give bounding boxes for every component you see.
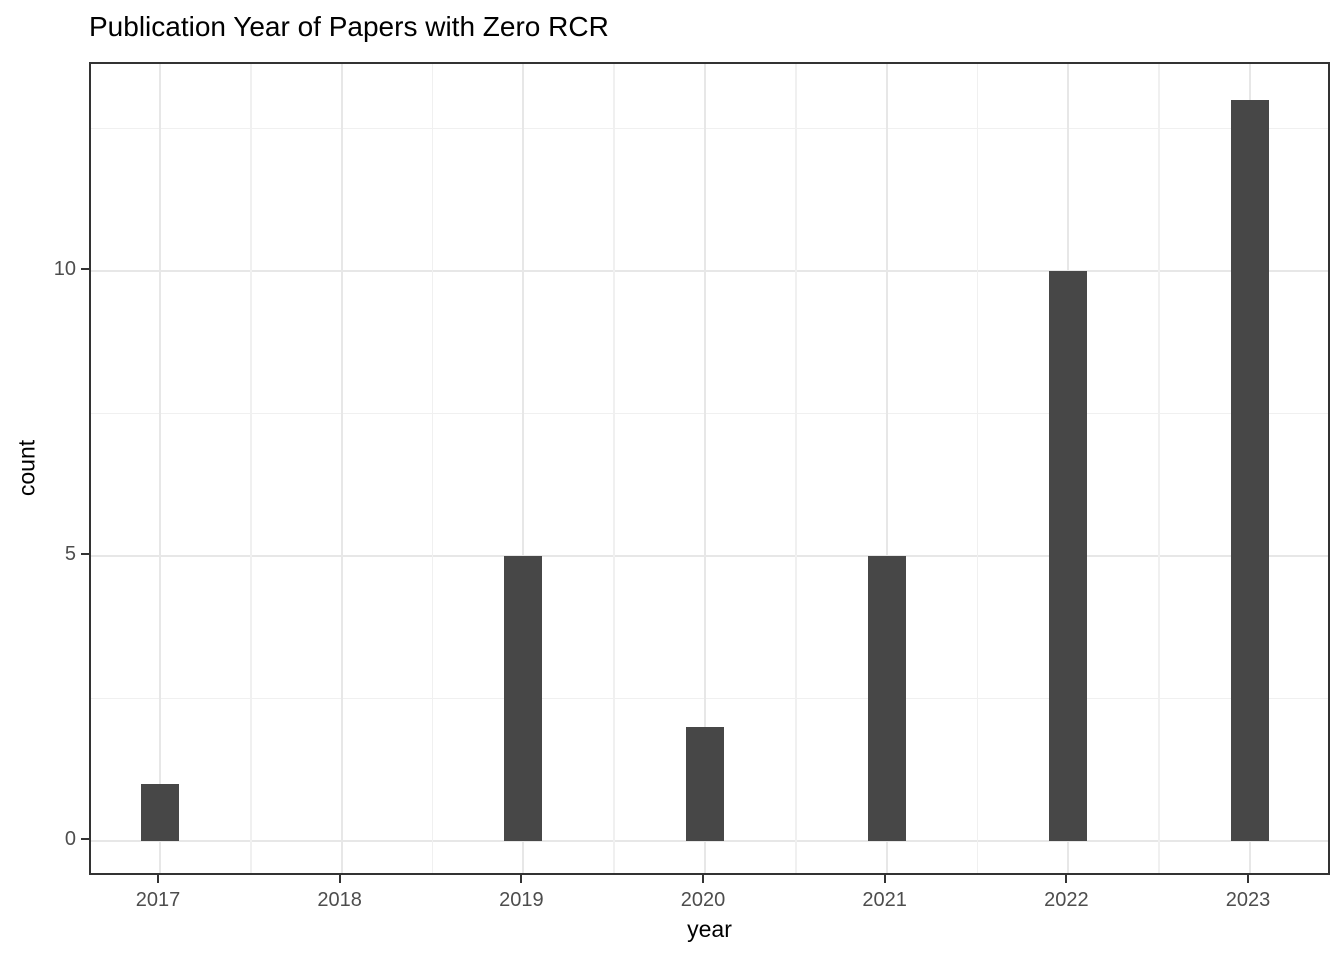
x-tick-label-2018: 2018 [317,889,362,911]
x-tick-mark [520,875,523,883]
x-minor-gridline [613,64,615,873]
bar-2021 [867,556,906,841]
x-tick-mark [338,875,341,883]
x-major-gridline [885,64,888,873]
x-minor-gridline [976,64,979,873]
plot-panel [89,62,1330,875]
y-major-gridline [91,270,1328,272]
x-tick-mark [1065,875,1068,883]
x-tick-label-2022: 2022 [1044,889,1089,911]
x-tick-label-2017: 2017 [135,889,181,911]
x-tick-mark [883,875,886,883]
bar-2022 [1049,271,1088,841]
y-tick-mark [81,838,89,840]
y-tick-mark [81,553,89,555]
x-tick-mark [157,875,159,883]
x-minor-gridline [1158,64,1160,873]
bar-2020 [686,727,724,841]
bar-2019 [504,556,543,841]
chart-title: Publication Year of Papers with Zero RCR [89,11,609,42]
y-tick-label: 0 [64,828,76,850]
x-major-gridline [340,64,343,873]
bar-2023 [1231,100,1269,841]
x-tick-label-2019: 2019 [499,889,544,911]
x-major-gridline [522,64,525,873]
x-major-gridline [704,64,706,873]
x-tick-label-2023: 2023 [1225,889,1271,911]
x-minor-gridline [431,64,434,873]
x-tick-mark [702,875,704,883]
x-minor-gridline [795,64,797,873]
y-tick-mark [81,268,89,270]
x-tick-label-2021: 2021 [862,889,907,911]
y-minor-gridline [91,697,1328,700]
x-tick-label-2020: 2020 [680,889,726,911]
y-tick-label: 10 [53,258,76,280]
y-major-gridline [91,555,1328,557]
x-tick-mark [1247,875,1249,883]
x-axis-title: year [687,916,732,942]
y-major-gridline [91,840,1328,842]
x-minor-gridline [250,64,252,873]
y-minor-gridline [91,412,1328,415]
bar-2017 [141,784,179,841]
y-minor-gridline [91,127,1328,130]
y-tick-label: 5 [64,543,76,565]
y-axis-title: count [13,439,40,497]
x-major-gridline [159,64,161,873]
